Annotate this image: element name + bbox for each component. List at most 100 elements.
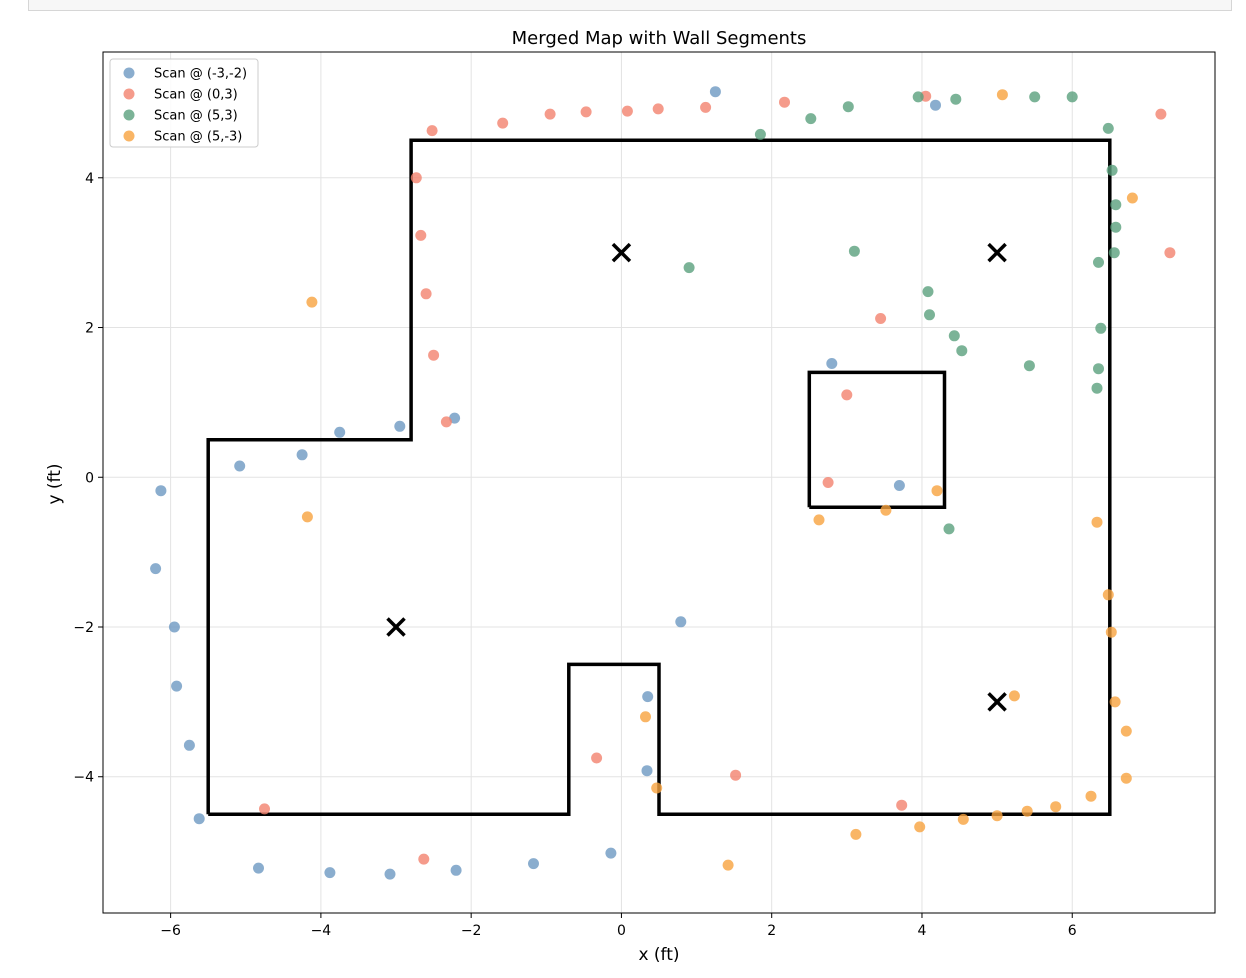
scan-point [1108, 247, 1120, 259]
scan-point [957, 813, 969, 825]
marker-stroke [611, 242, 632, 263]
scan-point [822, 477, 834, 488]
scan-point [440, 416, 452, 428]
scan-point [394, 420, 406, 432]
y-tick-label: −2 [73, 620, 94, 636]
scan-point [779, 96, 790, 108]
scan-point [155, 485, 167, 497]
scan-point [324, 867, 336, 879]
scan-point [234, 460, 246, 472]
scan-point [1110, 221, 1122, 233]
scan-point [813, 514, 825, 526]
scan-point [580, 106, 592, 118]
scan-point [544, 108, 556, 120]
legend: Scan @ (-3,-2) Scan @ (0,3) Scan @ (5,3) Sc… [109, 58, 259, 148]
scan-point [640, 711, 651, 723]
scan-point [848, 245, 860, 257]
wall-polyline [807, 370, 947, 509]
scan-point [1164, 247, 1176, 259]
scan-point [384, 868, 396, 880]
scan-point [1102, 589, 1114, 601]
scan-point [875, 313, 887, 324]
scan-point [652, 103, 664, 115]
scan-point [426, 125, 438, 137]
scan-point [850, 828, 862, 840]
scan-point [1102, 122, 1114, 134]
scan-point [700, 101, 712, 113]
cell-top-border [28, 0, 1232, 11]
scan-point [805, 113, 817, 125]
scan-point [301, 511, 313, 523]
scan-position-marker [987, 692, 1007, 712]
scan-position-marker [386, 617, 406, 637]
scan-point [1021, 805, 1033, 817]
legend-marker [123, 130, 135, 142]
marker-stroke [386, 617, 406, 637]
scan-point [893, 480, 905, 491]
scan-point [709, 86, 721, 98]
scan-point [996, 89, 1008, 101]
marker-stroke [987, 692, 1007, 712]
scan-point [930, 99, 941, 111]
legend-label: Scan @ (5,3) [154, 109, 238, 124]
legend-label: Scan @ (-3,-2) [154, 67, 247, 82]
scan-point [1093, 256, 1104, 268]
scan-point [943, 523, 955, 535]
scan-point [956, 345, 968, 357]
scan-point [1105, 626, 1117, 638]
y-axis-label: y (ft) [45, 463, 65, 504]
scan-point [1120, 772, 1132, 784]
scan-point [754, 128, 766, 140]
scan-position-marker [987, 242, 1007, 263]
scan-point [296, 449, 308, 461]
x-tick-label: −6 [160, 923, 181, 939]
scan-point [449, 412, 461, 424]
scan-point [428, 349, 440, 361]
x-axis-label: x (ft) [638, 945, 679, 965]
wall-segments [206, 138, 1112, 816]
scan-point [991, 810, 1003, 822]
scan-point [621, 105, 633, 117]
scan-point [253, 862, 264, 874]
y-tick-label: 4 [85, 171, 94, 187]
scan-point [1029, 91, 1041, 103]
scan-point [1050, 801, 1062, 813]
scan-point [914, 821, 926, 833]
scan-point [1023, 360, 1035, 372]
scan-point [1095, 322, 1107, 334]
scan-position-markers [386, 242, 1007, 712]
scan-point [418, 853, 430, 865]
scan-point [683, 262, 695, 274]
grid-lines [103, 52, 1215, 913]
x-tick-label: −2 [461, 923, 482, 939]
legend-label: Scan @ (5,-3) [154, 130, 242, 145]
scan-point [1110, 199, 1122, 211]
scan-point [168, 621, 180, 633]
scan-point [306, 296, 318, 308]
scan-point [922, 286, 934, 298]
scan-point [730, 769, 742, 781]
scan-point [1066, 91, 1078, 103]
scan-point [591, 752, 603, 764]
scan-point [642, 691, 654, 703]
x-tick-label: 0 [617, 923, 626, 939]
scan-point [651, 782, 663, 794]
legend-marker [123, 88, 135, 100]
scan-point [1126, 192, 1138, 204]
scan-point [1120, 725, 1132, 737]
scan-point [415, 229, 427, 241]
scan-point [896, 799, 908, 811]
scan-point [924, 309, 935, 321]
x-tick-label: −4 [311, 923, 332, 939]
scan-point [675, 616, 687, 628]
scan-point [1091, 516, 1103, 528]
x-tick-label: 4 [918, 923, 927, 939]
scan-point [1093, 363, 1104, 375]
scan-point [842, 101, 854, 113]
wall-polyline [206, 138, 1112, 816]
scan-point [450, 864, 462, 876]
scan-point [497, 117, 509, 129]
scan-point [1106, 164, 1118, 176]
scan-point [1109, 696, 1121, 708]
